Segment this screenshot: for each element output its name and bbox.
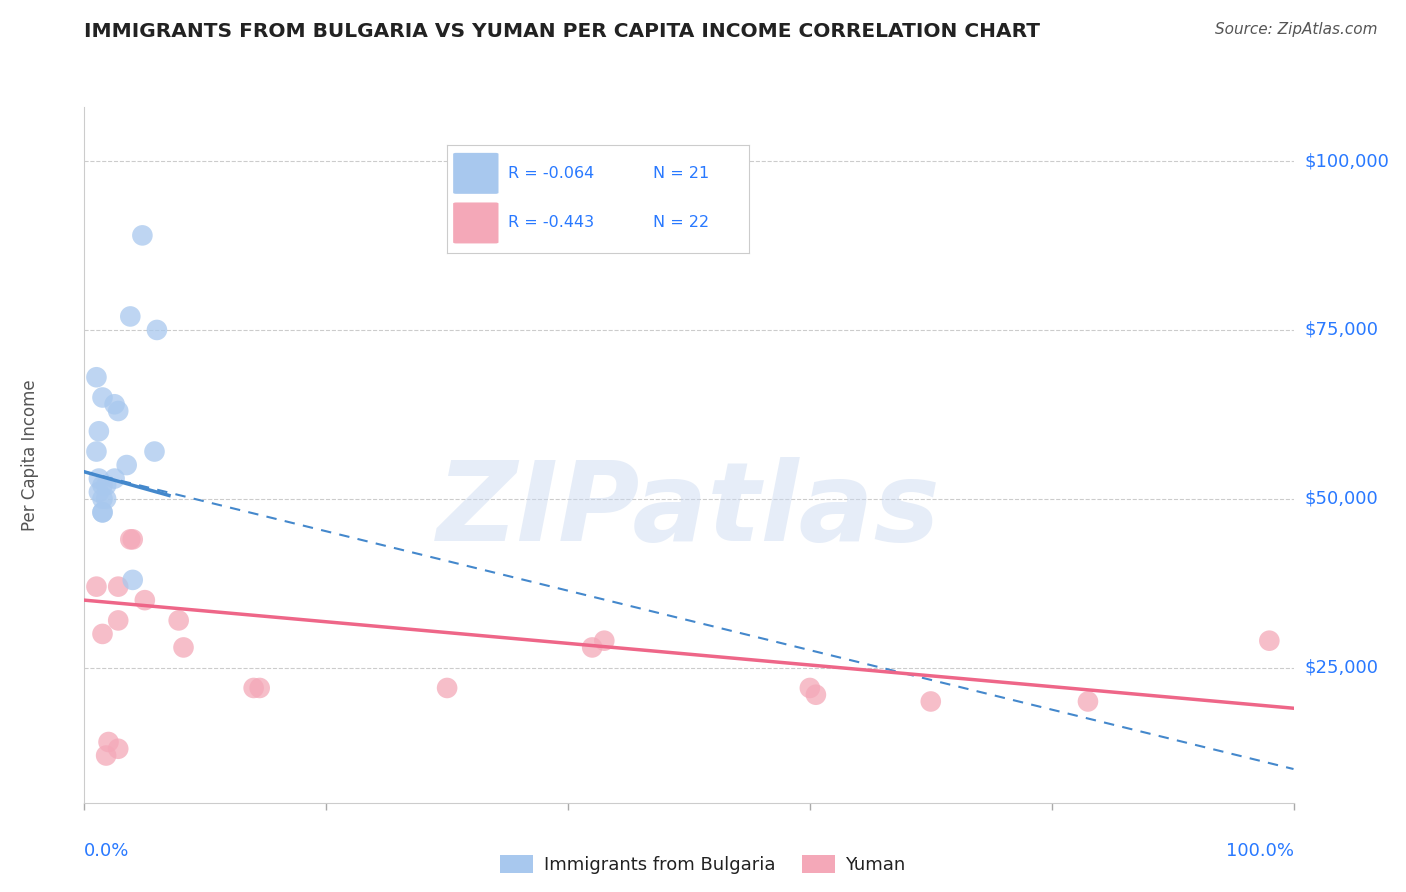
Point <box>593 633 616 648</box>
Point <box>87 485 110 500</box>
Text: $75,000: $75,000 <box>1305 321 1379 339</box>
Point <box>143 444 166 458</box>
Legend: Immigrants from Bulgaria, Yuman: Immigrants from Bulgaria, Yuman <box>494 847 912 881</box>
Point <box>87 424 110 438</box>
Point <box>91 491 114 506</box>
Point <box>94 478 117 492</box>
Point <box>121 533 143 547</box>
Text: ZIPatlas: ZIPatlas <box>437 457 941 564</box>
Point <box>242 681 264 695</box>
Point <box>804 688 827 702</box>
Point <box>91 391 114 405</box>
Point <box>87 472 110 486</box>
Point <box>1258 633 1281 648</box>
Text: 100.0%: 100.0% <box>1226 842 1294 860</box>
Text: Source: ZipAtlas.com: Source: ZipAtlas.com <box>1215 22 1378 37</box>
Point <box>436 681 458 695</box>
Point <box>107 741 129 756</box>
Point <box>799 681 821 695</box>
Point <box>1077 694 1099 708</box>
Point <box>131 228 153 243</box>
Point <box>104 397 127 411</box>
Text: $100,000: $100,000 <box>1305 152 1389 170</box>
Point <box>121 573 143 587</box>
Point <box>91 505 114 519</box>
Point <box>120 310 142 324</box>
Point <box>91 505 114 519</box>
Point <box>115 458 138 472</box>
Text: $25,000: $25,000 <box>1305 658 1379 677</box>
Point <box>249 681 271 695</box>
Point <box>97 735 120 749</box>
Point <box>134 593 156 607</box>
Text: $50,000: $50,000 <box>1305 490 1378 508</box>
Point <box>107 404 129 418</box>
Point <box>104 472 127 486</box>
Point <box>94 748 117 763</box>
Point <box>173 640 195 655</box>
Point <box>107 580 129 594</box>
Text: Per Capita Income: Per Capita Income <box>21 379 39 531</box>
Point <box>167 614 190 628</box>
Point <box>91 627 114 641</box>
Point <box>920 694 942 708</box>
Point <box>94 491 117 506</box>
Point <box>86 580 108 594</box>
Text: IMMIGRANTS FROM BULGARIA VS YUMAN PER CAPITA INCOME CORRELATION CHART: IMMIGRANTS FROM BULGARIA VS YUMAN PER CA… <box>84 22 1040 41</box>
Point <box>120 533 142 547</box>
Point <box>107 614 129 628</box>
Text: 0.0%: 0.0% <box>84 842 129 860</box>
Point <box>86 444 108 458</box>
Point <box>146 323 169 337</box>
Point <box>91 478 114 492</box>
Point <box>581 640 603 655</box>
Point <box>86 370 108 384</box>
